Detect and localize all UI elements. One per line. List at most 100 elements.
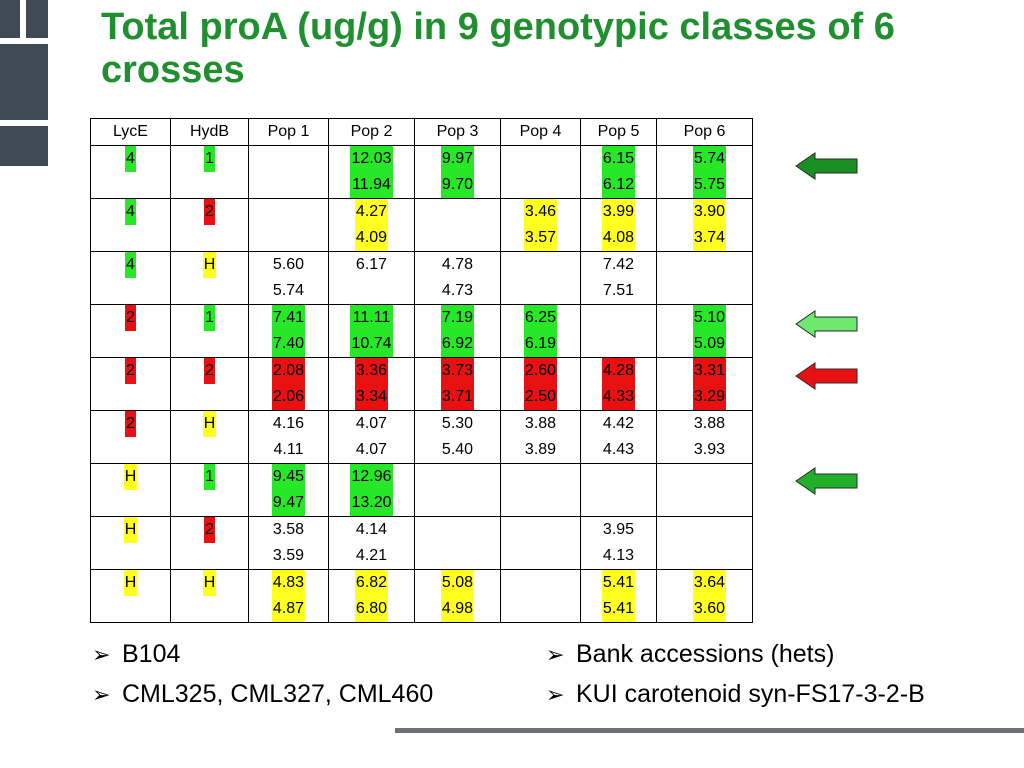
pop-cell: 7.42 7.51 xyxy=(580,251,657,305)
pop-cell: 4.14 4.21 xyxy=(328,516,415,570)
hydb-cell: 2 xyxy=(170,357,249,411)
cell-value: 5.41 5.41 xyxy=(601,570,636,622)
cell-value: 3.99 4.08 xyxy=(601,199,636,251)
bullet-arrow-icon: ➢ xyxy=(92,682,111,707)
cell-value: 9.45 9.47 xyxy=(271,464,306,516)
lyce-cell: 2 xyxy=(90,357,171,411)
cell-value: H xyxy=(123,517,138,543)
pop-cell xyxy=(656,516,753,570)
cell-value: 6.15 6.12 xyxy=(601,146,636,198)
pop-cell: 3.36 3.34 xyxy=(328,357,415,411)
cell-value: 1 xyxy=(204,305,215,331)
hydb-cell: 1 xyxy=(170,304,249,358)
cell-value: 3.88 3.89 xyxy=(524,415,557,458)
column-header: Pop 2 xyxy=(328,118,415,146)
bullet-list-left: ➢ B104 ➢ CML325, CML327, CML460 xyxy=(92,637,433,717)
cell-value: 1 xyxy=(204,464,215,490)
lyce-cell: H xyxy=(90,569,171,623)
table-row: H 2 3.58 3.59 4.14 4.21 3.95 4.13 xyxy=(90,516,753,570)
pop-cell: 12.03 11.94 xyxy=(328,145,415,199)
bullet-list-right: ➢ Bank accessions (hets) ➢ KUI carotenoid s… xyxy=(546,637,925,717)
table-row: 4 1 12.03 11.94 9.97 9.70 6.15 6.12 5.74 5.75 xyxy=(90,145,753,199)
bullet-item: ➢ Bank accessions (hets) xyxy=(546,637,925,677)
pop-cell xyxy=(414,198,501,252)
cell-value: 11.11 10.74 xyxy=(350,305,393,357)
pop-cell: 4.28 4.33 xyxy=(580,357,657,411)
cell-value: 5.08 4.98 xyxy=(440,570,475,622)
pop-cell: 4.27 4.09 xyxy=(328,198,415,252)
pop-cell: 3.64 3.60 xyxy=(656,569,753,623)
bullet-arrow-icon: ➢ xyxy=(546,682,565,707)
hydb-cell: H xyxy=(170,410,249,464)
pop-cell: 9.45 9.47 xyxy=(248,463,329,517)
cell-value: 7.41 7.40 xyxy=(271,305,306,357)
pop-cell xyxy=(500,251,581,305)
cell-value: 3.88 3.93 xyxy=(693,415,725,458)
pop-cell: 3.90 3.74 xyxy=(656,198,753,252)
cell-value: H xyxy=(123,570,138,596)
table-row: 2 2 2.08 2.06 3.36 3.34 3.73 3.71 2.60 2.50 4.28 4.… xyxy=(90,357,753,411)
left-arrow-icon xyxy=(795,467,858,495)
cell-value: 6.82 6.80 xyxy=(354,570,389,622)
hydb-cell: 2 xyxy=(170,198,249,252)
cell-value: 3.31 3.29 xyxy=(692,358,726,410)
cell-value: 4.42 4.43 xyxy=(602,415,635,458)
cell-value: 1 xyxy=(204,146,215,172)
cell-value: 4.78 4.73 xyxy=(441,256,474,299)
pop-cell: 7.41 7.40 xyxy=(248,304,329,358)
pop-cell: 3.95 4.13 xyxy=(580,516,657,570)
column-header: Pop 4 xyxy=(500,118,581,146)
cell-value: 7.42 7.51 xyxy=(602,256,635,299)
cell-value: 12.03 11.94 xyxy=(350,146,393,198)
cell-value: 3.58 3.59 xyxy=(272,521,305,564)
cell-value: 2 xyxy=(125,358,136,384)
column-header: Pop 5 xyxy=(580,118,657,146)
cell-value: 3.95 4.13 xyxy=(602,521,635,564)
pop-cell xyxy=(656,463,753,517)
pop-cell xyxy=(248,145,329,199)
bullet-text: CML325, CML327, CML460 xyxy=(122,680,434,708)
cell-value: 2.08 2.06 xyxy=(271,358,306,410)
left-arrow-icon xyxy=(795,362,858,390)
cell-value: 2 xyxy=(204,517,215,543)
lyce-cell: 2 xyxy=(90,304,171,358)
pop-cell: 6.82 6.80 xyxy=(328,569,415,623)
decor-bar-4 xyxy=(26,0,48,38)
column-header: HydB xyxy=(170,118,249,146)
cell-value: 6.25 6.19 xyxy=(523,305,558,357)
pop-cell xyxy=(500,145,581,199)
pop-cell: 4.16 4.11 xyxy=(248,410,329,464)
bullet-text: B104 xyxy=(122,640,181,668)
pop-cell: 3.46 3.57 xyxy=(500,198,581,252)
lyce-cell: H xyxy=(90,516,171,570)
cell-value: 3.64 3.60 xyxy=(692,570,726,622)
table-row: H 1 9.45 9.47 12.96 13.20 xyxy=(90,463,753,517)
pop-cell: 4.83 4.87 xyxy=(248,569,329,623)
cell-value: 4 xyxy=(125,146,136,172)
decor-bar-1 xyxy=(0,0,20,38)
cell-value: 2 xyxy=(204,199,215,225)
pop-cell: 5.10 5.09 xyxy=(656,304,753,358)
cell-value: 4.27 4.09 xyxy=(354,199,389,251)
pop-cell: 7.19 6.92 xyxy=(414,304,501,358)
hydb-cell: 2 xyxy=(170,516,249,570)
bullet-arrow-icon: ➢ xyxy=(546,642,565,667)
cell-value: 3.46 3.57 xyxy=(523,199,558,251)
cell-value: H xyxy=(123,464,138,490)
pop-cell: 3.88 3.89 xyxy=(500,410,581,464)
pop-cell xyxy=(500,463,581,517)
cell-value: 3.90 3.74 xyxy=(692,199,726,251)
cell-value: H xyxy=(202,252,217,278)
pop-cell: 4.07 4.07 xyxy=(328,410,415,464)
left-arrow-icon xyxy=(795,309,858,338)
pop-cell: 4.42 4.43 xyxy=(580,410,657,464)
footer-rule xyxy=(395,728,1024,733)
column-header: Pop 1 xyxy=(248,118,329,146)
pop-cell xyxy=(580,463,657,517)
pop-cell xyxy=(500,569,581,623)
cell-value: 2.60 2.50 xyxy=(523,358,558,410)
pop-cell xyxy=(500,516,581,570)
pop-cell: 5.41 5.41 xyxy=(580,569,657,623)
cell-value: 2 xyxy=(204,358,215,384)
pop-cell: 12.96 13.20 xyxy=(328,463,415,517)
